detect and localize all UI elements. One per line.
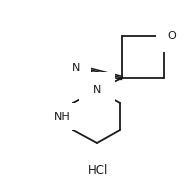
Text: NH: NH: [54, 111, 71, 121]
Text: O: O: [167, 31, 176, 41]
Text: N: N: [72, 63, 80, 73]
Text: HCl: HCl: [88, 164, 108, 177]
Text: N: N: [93, 85, 101, 95]
